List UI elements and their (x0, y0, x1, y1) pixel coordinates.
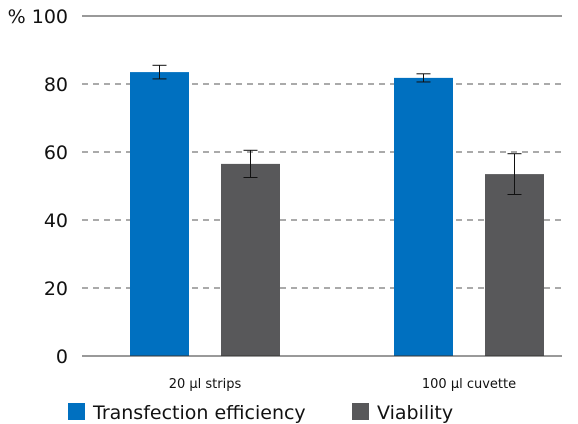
legend-swatch (352, 403, 369, 420)
bars (130, 72, 544, 356)
legend: Transfection efficiency Viability (68, 402, 453, 424)
y-tick-labels: 0 20 40 60 80 % 100 (8, 6, 68, 368)
y-tick-label: 20 (44, 278, 68, 300)
y-tick-label: 40 (44, 210, 68, 232)
bar (221, 163, 280, 356)
y-tick-label: 60 (44, 142, 68, 164)
legend-label: Transfection efficiency (92, 402, 306, 424)
x-category-label: 100 µl cuvette (422, 377, 516, 392)
bar (130, 72, 189, 356)
legend-label: Viability (377, 402, 453, 424)
y-tick-label: 80 (44, 74, 68, 96)
y-tick-label: % 100 (8, 6, 68, 28)
bar (394, 77, 453, 356)
y-tick-label: 0 (56, 346, 68, 368)
x-category-labels: 20 µl strips 100 µl cuvette (169, 377, 516, 392)
bar (485, 174, 544, 356)
x-category-label: 20 µl strips (169, 377, 242, 392)
error-bars (152, 64, 522, 195)
legend-swatch (68, 403, 85, 420)
